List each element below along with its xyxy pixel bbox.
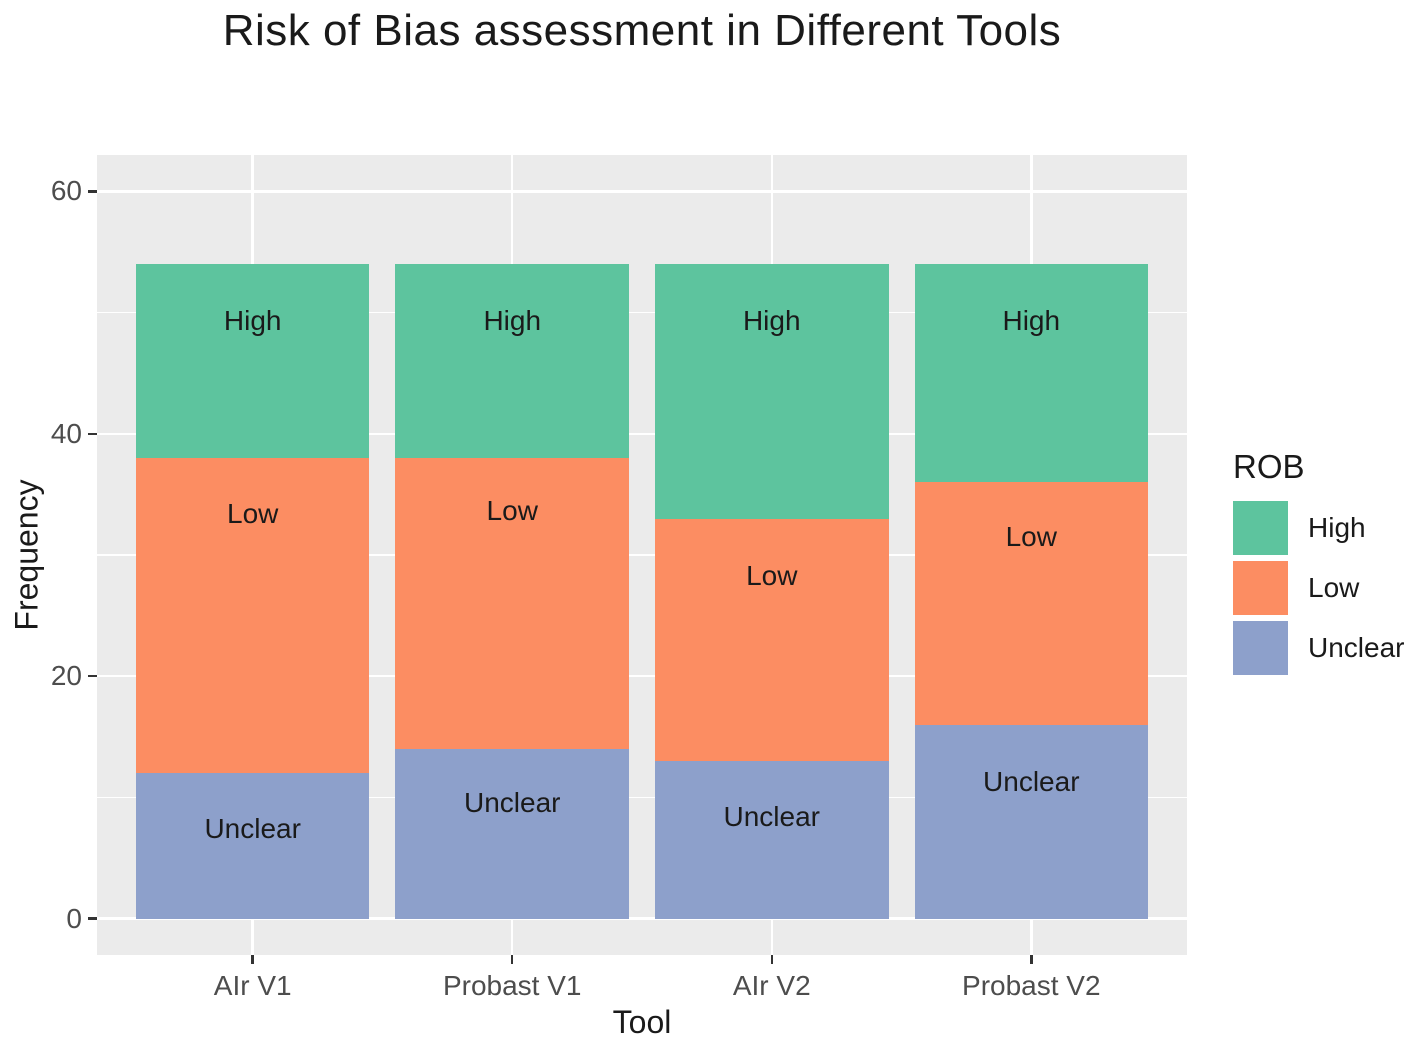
y-tick-label: 0 <box>66 902 82 934</box>
bar-segment-label: Unclear <box>463 787 561 819</box>
bar-segment-unclear-2 <box>395 748 629 919</box>
gridline-major <box>97 190 1187 193</box>
x-axis-title: Tool <box>612 1004 672 1040</box>
y-tick-label: 60 <box>50 175 82 207</box>
legend-entries: High Low Unclear <box>1233 501 1404 675</box>
gridline-minor <box>97 796 1187 799</box>
gridline-major <box>97 674 1187 678</box>
x-tick-mark <box>251 955 254 964</box>
legend-entry-high: High <box>1233 501 1404 555</box>
legend: ROB High Low Unclear <box>1233 448 1404 681</box>
gridline-major <box>97 917 1187 920</box>
chart-title: Risk of Bias assessment in Different Too… <box>222 6 1062 55</box>
legend-title: ROB <box>1233 448 1305 485</box>
bar-segment-unclear-4 <box>914 724 1149 919</box>
bar-segment-label: High <box>742 305 801 337</box>
bar-segment-high-4 <box>914 264 1149 483</box>
x-tick-label: AIr V1 <box>213 970 292 1001</box>
y-tick-mark <box>88 190 97 193</box>
legend-swatch-low <box>1233 561 1288 615</box>
plot-panel: Unclear Unclear Unclear Unclear Low Low Low Low… <box>97 155 1187 955</box>
legend-label: High <box>1308 512 1366 543</box>
bar-segment-low-3 <box>654 518 889 762</box>
x-tick-label: AIr V2 <box>732 970 811 1001</box>
legend-label: Low <box>1308 572 1360 603</box>
gridline-minor <box>97 554 1187 556</box>
y-tick-mark <box>88 432 97 436</box>
bar-segment-low-1 <box>135 458 370 774</box>
y-tick-label: 40 <box>50 417 82 449</box>
x-tick-label: Probast V2 <box>962 970 1101 1001</box>
bar-segment-label: High <box>223 305 282 337</box>
bar-segment-label: Low <box>486 495 538 527</box>
x-tick-mark <box>770 955 773 964</box>
legend-entry-unclear: Unclear <box>1233 621 1404 675</box>
bar-segment-label: Unclear <box>983 765 1080 797</box>
bar-segment-label: High <box>1002 305 1061 337</box>
legend-label: Unclear <box>1308 632 1405 663</box>
legend-swatch-high <box>1233 501 1288 555</box>
gridline-major <box>97 432 1187 436</box>
y-tick-label: 20 <box>50 660 82 692</box>
bar-segment-label: Unclear <box>723 800 820 832</box>
bar-segment-high-2 <box>395 264 629 459</box>
gridline-minor <box>97 311 1187 314</box>
bar-segment-high-3 <box>654 264 889 519</box>
legend-entry-low: Low <box>1233 561 1404 615</box>
legend-swatch-unclear <box>1233 621 1288 675</box>
x-tick-mark <box>510 955 514 964</box>
bar-segment-low-2 <box>395 458 629 749</box>
x-tick-label: Probast V1 <box>442 970 582 1001</box>
bar-segment-label: Low <box>227 497 279 529</box>
x-tick-mark <box>1030 955 1033 964</box>
bar-segment-label: Unclear <box>204 812 301 844</box>
bar-segment-label: Low <box>1005 520 1057 552</box>
y-axis-title: Frequency <box>8 479 45 631</box>
bar-segment-high-1 <box>135 264 370 459</box>
y-tick-mark <box>88 674 97 678</box>
bar-segment-unclear-3 <box>654 761 889 919</box>
bar-segment-label: High <box>483 305 542 337</box>
bar-segment-label: Low <box>746 559 798 591</box>
y-tick-mark <box>88 917 97 920</box>
bar-segment-low-4 <box>914 482 1149 725</box>
bar-segment-unclear-1 <box>135 773 370 919</box>
